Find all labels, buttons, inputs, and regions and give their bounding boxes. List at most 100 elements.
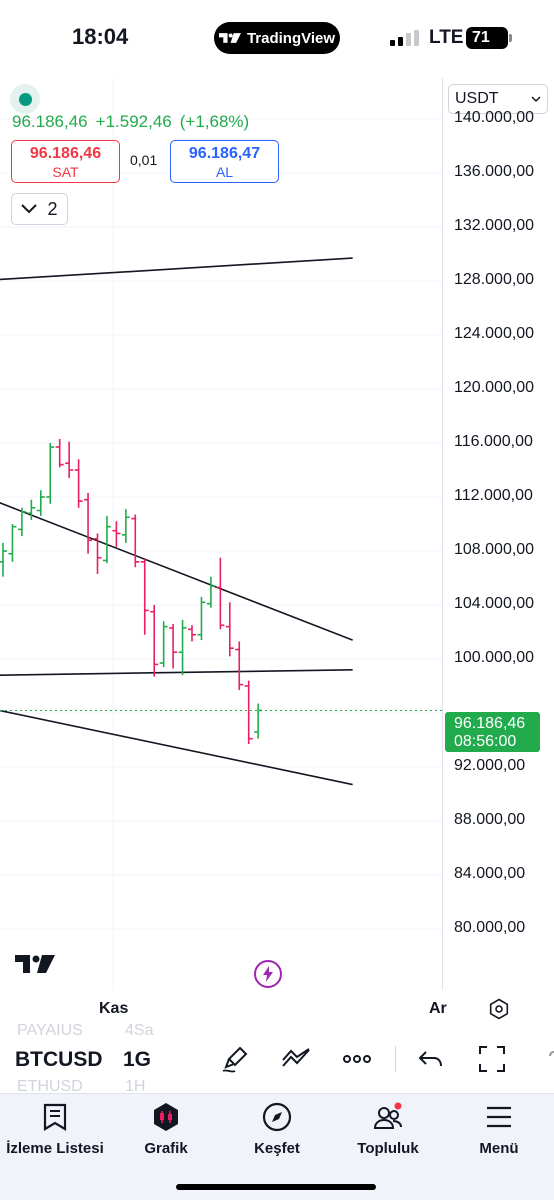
price-tick-label: 116.000,00 — [454, 433, 533, 450]
quote-change-percent: (+1,68%) — [179, 112, 250, 131]
ohlc-bar — [17, 507, 26, 537]
app-indicator-pill[interactable]: TradingView — [214, 22, 340, 54]
quote-change: +1.592,46 — [95, 112, 172, 131]
nav-label-watchlist: İzleme Listesi — [6, 1140, 104, 1157]
price-chart[interactable] — [0, 78, 442, 990]
ohlc-bar — [254, 703, 263, 739]
tradingview-logo-icon — [218, 33, 241, 43]
time-axis[interactable]: Kas Ar — [0, 990, 554, 1028]
chart-area[interactable]: 96.186,46 +1.592,46 (+1,68%) 96.186,46 SAT… — [0, 78, 554, 990]
currency-value: USDT — [455, 90, 499, 107]
ghost-symbol-prev: PAYAIUS — [17, 1022, 83, 1039]
ohlc-bar — [206, 576, 215, 608]
nav-item-explore[interactable]: Keşfet — [222, 1102, 332, 1157]
last-price-label: 96.186,46 08:56:00 — [445, 712, 540, 752]
price-tick-label: 124.000,00 — [454, 325, 535, 342]
ohlc-bar — [27, 499, 36, 520]
watchlist-icon — [43, 1103, 67, 1131]
time-label-ar: Ar — [429, 1000, 447, 1017]
ohlc-bar — [150, 605, 159, 677]
compass-icon — [262, 1102, 292, 1132]
lightning-bolt-icon — [263, 966, 273, 982]
buy-label: AL — [215, 164, 234, 180]
nav-label-chart: Grafik — [144, 1140, 188, 1157]
status-bar: 18:04 TradingView LTE 71 — [0, 0, 554, 78]
home-indicator — [176, 1184, 376, 1190]
community-icon — [373, 1102, 402, 1129]
app-pill-label: TradingView — [246, 29, 336, 47]
nav-item-menu[interactable]: Menü — [444, 1102, 554, 1157]
interval-selector[interactable]: 1G — [123, 1048, 152, 1071]
trendline-lower-wedge — [0, 709, 353, 786]
ohlc-bar — [225, 602, 234, 657]
live-status-dot — [18, 92, 32, 106]
chart-toolbar: PAYAIUS 4Sa BTCUSD 1G ETHUSD 1H — [0, 1022, 554, 1095]
ohlc-bar — [84, 492, 93, 554]
nav-item-community[interactable]: Topluluk — [333, 1102, 443, 1157]
nav-label-community: Topluluk — [357, 1140, 419, 1157]
ohlc-bar — [65, 441, 74, 479]
price-axis-divider — [442, 78, 443, 990]
ohlc-bar — [178, 619, 187, 676]
ohlc-bar — [46, 443, 55, 504]
ghost-interval-next: 1H — [125, 1078, 146, 1095]
price-tick-label: 140.000,00 — [454, 109, 535, 126]
ohlc-bar — [102, 515, 111, 564]
ohlc-bar — [169, 623, 178, 669]
drawing-tools-icon[interactable] — [281, 1044, 311, 1074]
sell-button[interactable]: 96.186,46 SAT — [11, 140, 120, 183]
trendline-top-channel — [0, 257, 353, 281]
price-tick-label: 112.000,00 — [454, 487, 533, 504]
more-options-icon[interactable] — [342, 1044, 372, 1074]
ohlc-bar — [235, 641, 244, 691]
price-tick-label: 80.000,00 — [454, 919, 526, 936]
cellular-signal-icon — [390, 30, 419, 46]
ohlc-bar — [197, 596, 206, 641]
menu-icon — [487, 1106, 511, 1128]
nav-item-watchlist[interactable]: İzleme Listesi — [0, 1102, 110, 1157]
undo-icon[interactable] — [416, 1044, 446, 1074]
price-tick-label: 104.000,00 — [454, 595, 535, 612]
ohlc-bar — [140, 559, 149, 635]
price-tick-label: 88.000,00 — [454, 811, 526, 828]
fullscreen-icon[interactable] — [477, 1044, 507, 1074]
symbol-selector[interactable]: BTCUSD — [15, 1048, 103, 1071]
buy-button[interactable]: 96.186,47 AL — [170, 140, 279, 183]
chart-settings-icon[interactable] — [488, 998, 510, 1020]
price-tick-label: 100.000,00 — [454, 649, 535, 666]
ohlc-bar — [55, 438, 64, 468]
currency-select[interactable]: USDT — [448, 84, 548, 114]
trendline-upper-wedge — [0, 502, 353, 641]
ohlc-bar — [0, 542, 7, 577]
ghost-symbol-next: ETHUSD — [17, 1078, 83, 1095]
battery-level: 71 — [472, 29, 490, 46]
price-tick-label: 120.000,00 — [454, 379, 535, 396]
price-tick-label: 136.000,00 — [454, 163, 535, 180]
ohlc-bar — [8, 524, 17, 562]
ghost-interval-prev: 4Sa — [125, 1022, 154, 1039]
status-time: 18:04 — [72, 24, 129, 49]
last-price-value: 96.186,46 — [454, 715, 526, 732]
tradingview-logo-icon — [15, 955, 55, 973]
nav-item-chart[interactable]: Grafik — [111, 1102, 221, 1157]
lightning-icon[interactable] — [254, 960, 282, 988]
ohlc-bar — [121, 509, 130, 543]
brush-draw-icon[interactable] — [220, 1044, 250, 1074]
chart-icon — [154, 1103, 178, 1131]
indicators-toggle-button[interactable]: 2 — [11, 193, 68, 225]
ohlc-bar — [93, 533, 102, 574]
ohlc-bar — [188, 625, 196, 642]
buy-price: 96.186,47 — [188, 145, 261, 162]
spread-value: 0,01 — [130, 152, 158, 168]
price-tick-label: 128.000,00 — [454, 271, 535, 288]
indicators-count: 2 — [47, 198, 58, 219]
price-tick-label: 92.000,00 — [454, 757, 526, 774]
price-tick-label: 84.000,00 — [454, 865, 526, 882]
price-tick-label: 108.000,00 — [454, 541, 535, 558]
market-open-indicator[interactable] — [10, 84, 40, 114]
ohlc-bar — [112, 521, 121, 547]
toolbar-overflow-icon[interactable] — [538, 1044, 554, 1074]
bottom-navigation: İzleme Listesi Grafik Keşfet Topluluk Me… — [0, 1093, 554, 1200]
chevron-down-icon — [21, 204, 38, 214]
ohlc-bar — [216, 557, 225, 630]
